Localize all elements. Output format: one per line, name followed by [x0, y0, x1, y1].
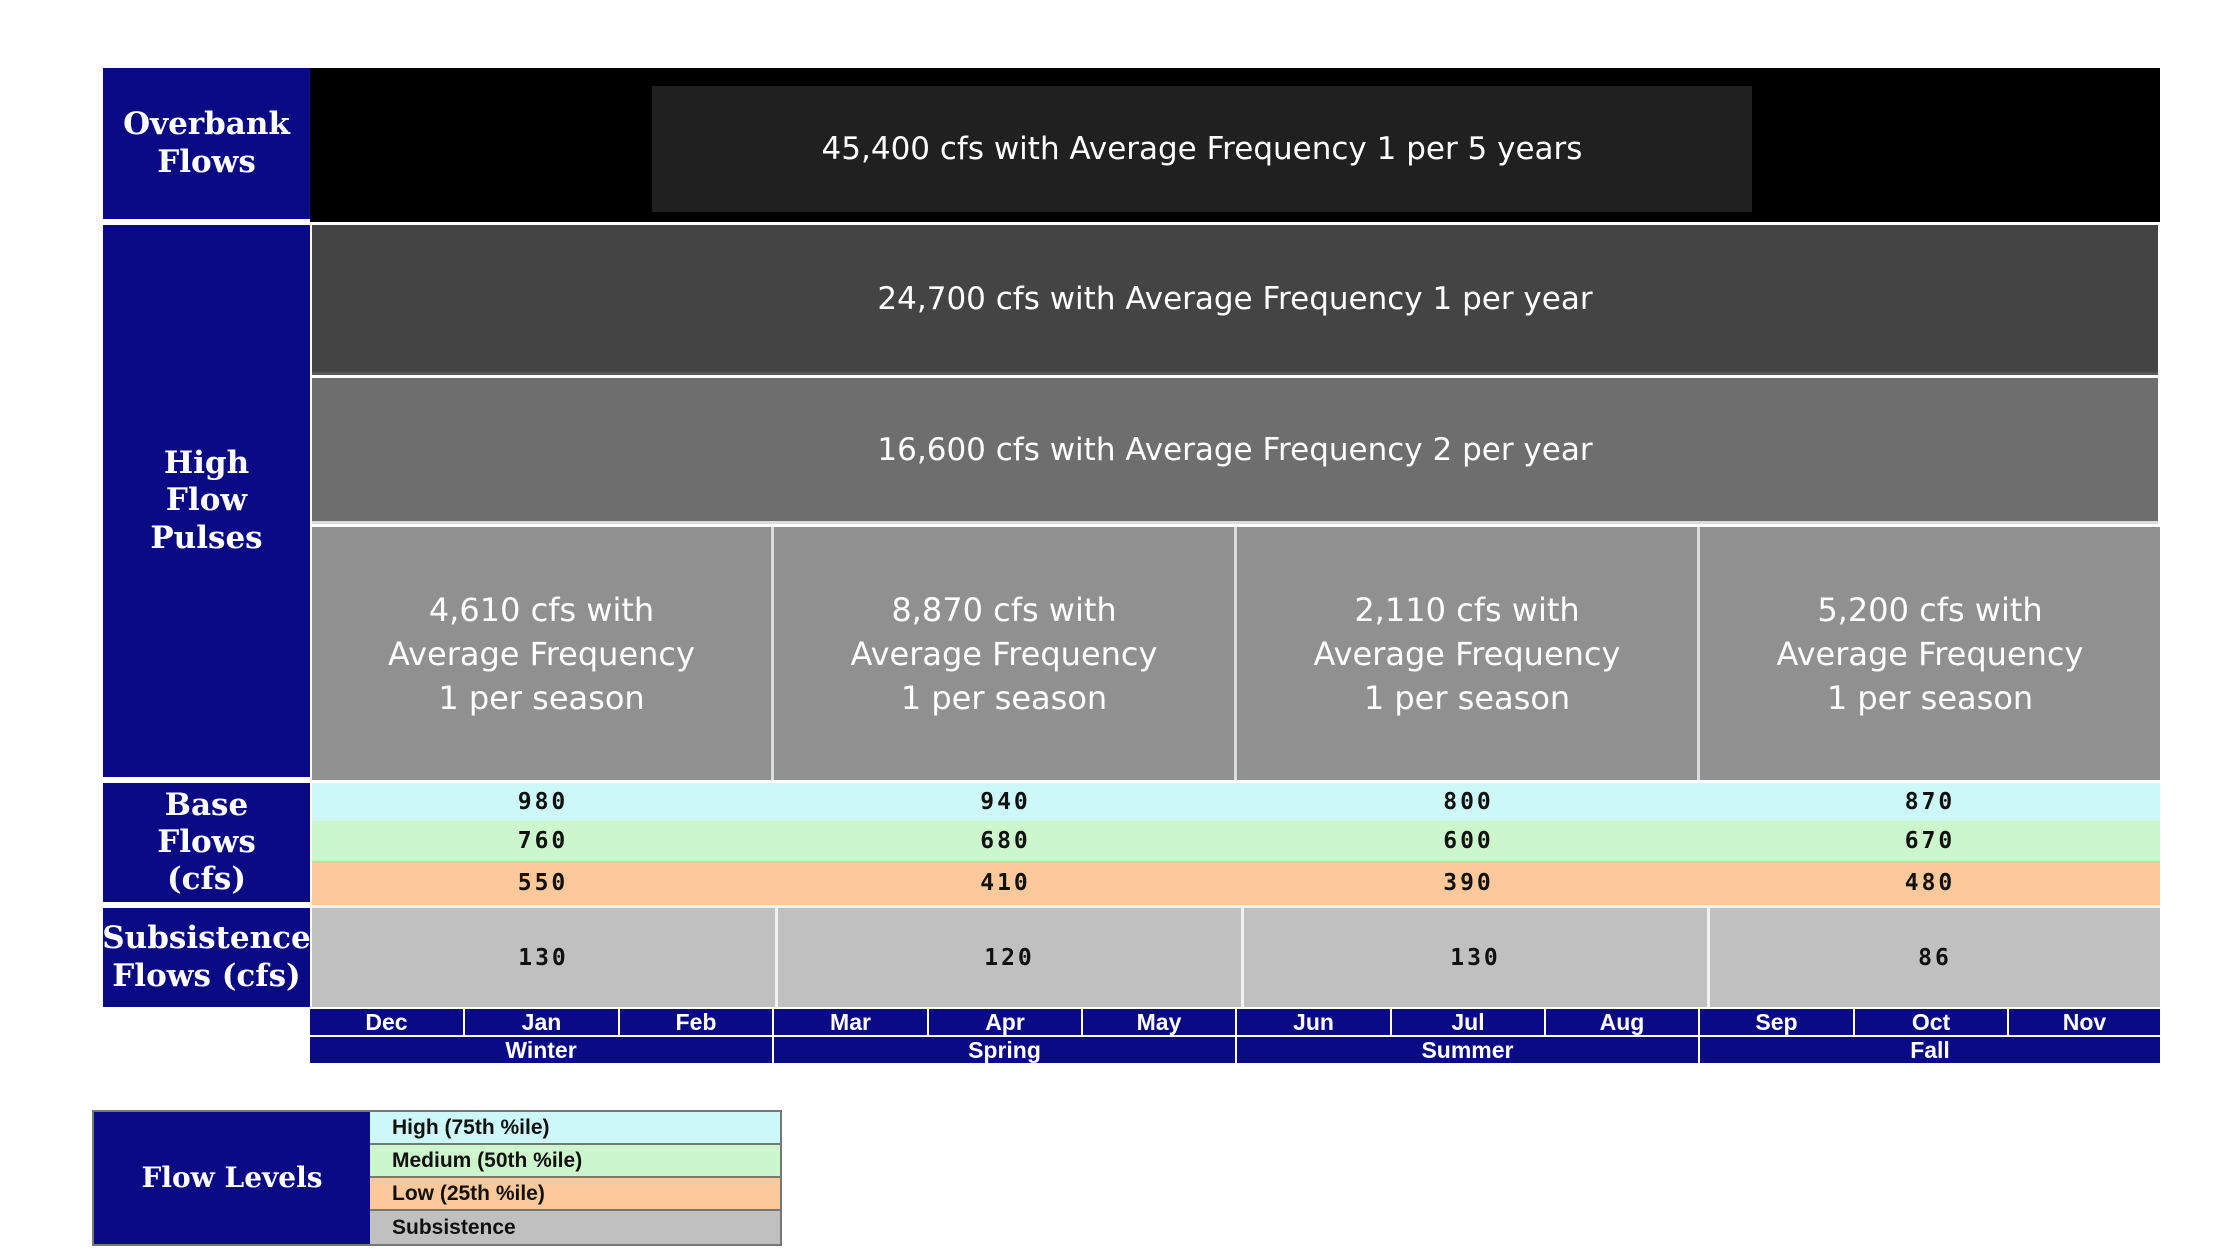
subsistence-summer: 130 [1244, 908, 1710, 1007]
month-label: Mar [774, 1009, 929, 1035]
month-label: May [1083, 1009, 1237, 1035]
base-high-spring: 940 [774, 783, 1237, 821]
seasonal-pulse-summer: 2,110 cfs with Average Frequency 1 per s… [1237, 527, 1700, 780]
row-divider [312, 905, 2160, 908]
base-medium-summer: 600 [1237, 821, 1700, 861]
month-label: Apr [929, 1009, 1083, 1035]
month-label: Jan [465, 1009, 620, 1035]
subsistence-winter: 130 [312, 908, 778, 1007]
base-low-fall: 480 [1700, 861, 2160, 905]
season-label-summer: Summer [1237, 1037, 1700, 1063]
base-low-summer: 390 [1237, 861, 1700, 905]
month-label: Jul [1392, 1009, 1546, 1035]
month-label: Dec [310, 1009, 465, 1035]
base-flows-header: Base Flows (cfs) [103, 783, 310, 905]
pulse-line: Average Frequency [1776, 634, 2084, 673]
season-label-spring: Spring [774, 1037, 1237, 1063]
base-high-fall: 870 [1700, 783, 2160, 821]
subsistence-spring: 120 [778, 908, 1244, 1007]
base-medium-fall: 670 [1700, 821, 2160, 861]
month-label: Nov [2009, 1009, 2160, 1035]
legend-item-high: High (75th %ile) [370, 1112, 780, 1145]
subsistence-flows-header: Subsistence Flows (cfs) [102, 908, 311, 1007]
base-low-spring: 410 [774, 861, 1237, 905]
overbank-flows-header: Overbank Flows [103, 68, 310, 222]
pulse-line: 1 per season [438, 678, 645, 717]
pulse-line: 8,870 cfs with [891, 590, 1117, 629]
base-medium-spring: 680 [774, 821, 1237, 861]
pulse-line: 1 per season [1363, 678, 1571, 717]
base-medium-winter: 760 [312, 821, 774, 861]
pulse-line: Average Frequency [1313, 634, 1621, 673]
month-label: Oct [1855, 1009, 2009, 1035]
annual-pulse-band-2: 16,600 cfs with Average Frequency 2 per … [312, 378, 2158, 524]
season-label-winter: Winter [310, 1037, 774, 1063]
pulse-line: Average Frequency [850, 634, 1158, 673]
base-low-winter: 550 [312, 861, 774, 905]
high-flow-pulses-header: High Flow Pulses [103, 225, 310, 780]
legend-item-low: Low (25th %ile) [370, 1178, 780, 1211]
seasonal-pulse-winter: 4,610 cfs with Average Frequency 1 per s… [312, 527, 774, 780]
legend: Flow Levels High (75th %ile) Medium (50t… [92, 1110, 782, 1246]
annual-pulse-band-1: 24,700 cfs with Average Frequency 1 per … [312, 225, 2158, 375]
base-high-summer: 800 [1237, 783, 1700, 821]
legend-item-subsistence: Subsistence [370, 1211, 780, 1244]
base-high-winter: 980 [312, 783, 774, 821]
pulse-line: 2,110 cfs with [1354, 590, 1580, 629]
pulse-line: 4,610 cfs with [428, 590, 655, 629]
legend-item-medium: Medium (50th %ile) [370, 1145, 780, 1178]
subsistence-fall: 86 [1710, 908, 2160, 1007]
month-label: Aug [1546, 1009, 1700, 1035]
overbank-flow-label: 45,400 cfs with Average Frequency 1 per … [652, 86, 1752, 212]
season-label-fall: Fall [1700, 1037, 2160, 1063]
pulse-line: 1 per season [900, 678, 1108, 717]
seasonal-pulse-spring: 8,870 cfs with Average Frequency 1 per s… [774, 527, 1237, 780]
legend-title: Flow Levels [94, 1112, 370, 1244]
pulse-line: Average Frequency [388, 634, 695, 673]
pulse-line: 5,200 cfs with [1817, 590, 2043, 629]
seasonal-pulse-fall: 5,200 cfs with Average Frequency 1 per s… [1700, 527, 2160, 780]
month-label: Jun [1237, 1009, 1392, 1035]
month-label: Feb [620, 1009, 774, 1035]
month-label: Sep [1700, 1009, 1855, 1035]
pulse-line: 1 per season [1826, 678, 2034, 717]
axis-divider [310, 1035, 2160, 1037]
